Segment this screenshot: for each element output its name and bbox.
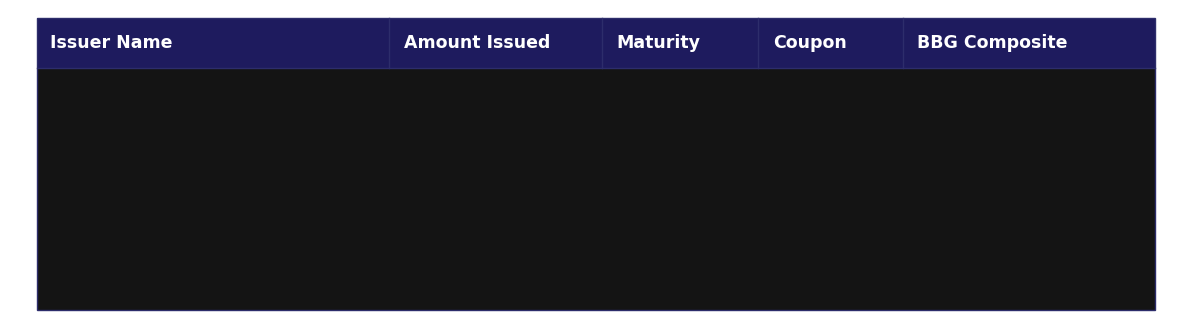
Text: Maturity: Maturity	[616, 34, 700, 52]
Text: Coupon: Coupon	[773, 34, 846, 52]
Bar	[37, 68, 1154, 310]
Text: BBG Composite: BBG Composite	[917, 34, 1067, 52]
Text: Issuer Name: Issuer Name	[50, 34, 173, 52]
Bar	[37, 18, 1154, 68]
Bar	[37, 18, 1154, 310]
Text: Amount Issued: Amount Issued	[403, 34, 550, 52]
